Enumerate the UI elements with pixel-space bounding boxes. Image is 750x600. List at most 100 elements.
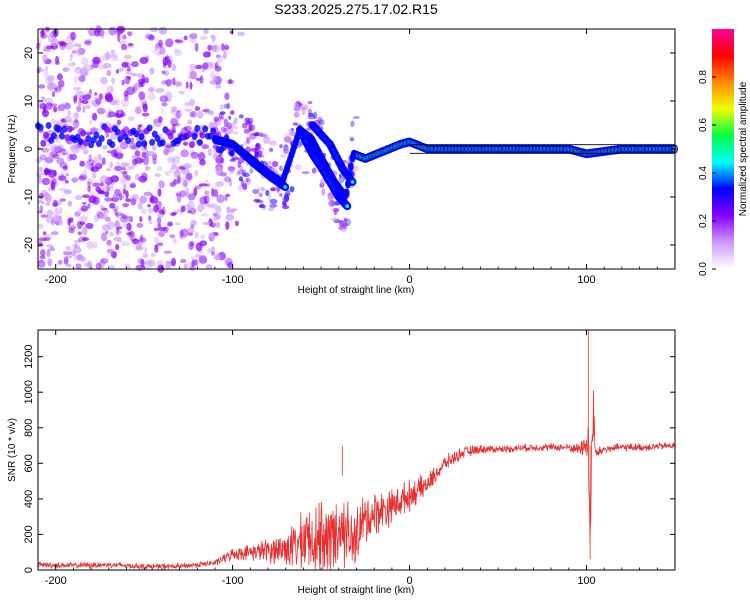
noise-blob — [147, 204, 151, 208]
noise-blob — [159, 209, 165, 215]
noise-blob — [161, 108, 165, 114]
noise-blob — [127, 115, 135, 122]
noise-blob — [40, 96, 45, 100]
spectrogram-y-ticks: -20 -10 0 10 20 — [23, 47, 675, 253]
noise-blob — [125, 190, 129, 199]
noise-blob — [156, 216, 162, 225]
noise-blob — [288, 128, 295, 133]
noise-blob — [84, 131, 94, 136]
noise-blob — [170, 129, 176, 134]
noise-blob — [123, 54, 132, 60]
spectrogram-y-label: Frequency (Hz) — [7, 115, 18, 184]
noise-blob — [223, 176, 231, 183]
signal-blob — [154, 135, 161, 142]
noise-blob — [57, 200, 63, 206]
noise-blob — [39, 30, 46, 36]
noise-blob — [229, 110, 235, 115]
noise-blob — [64, 179, 69, 184]
signal-blob — [186, 130, 193, 138]
noise-blob — [194, 169, 199, 177]
noise-blob — [198, 152, 206, 161]
noise-blob — [73, 254, 77, 262]
noise-blob — [189, 33, 198, 40]
noise-blob — [75, 263, 82, 270]
noise-blob — [344, 218, 351, 227]
noise-blob — [184, 187, 190, 193]
noise-blob — [71, 50, 78, 54]
noise-blob — [259, 133, 267, 138]
noise-blob — [86, 241, 94, 250]
noise-blob — [125, 175, 131, 181]
noise-blob — [174, 222, 181, 226]
noise-blob — [189, 63, 197, 70]
noise-blob — [102, 183, 111, 192]
noise-blob — [139, 234, 144, 243]
noise-blob — [80, 57, 89, 66]
noise-blob — [223, 103, 229, 109]
noise-blob — [183, 141, 189, 146]
noise-blob — [194, 254, 202, 258]
noise-blob — [85, 222, 94, 230]
noise-blob — [139, 216, 143, 223]
noise-blob — [142, 103, 148, 113]
noise-blob — [73, 95, 78, 104]
noise-blob — [127, 43, 134, 46]
noise-blob — [38, 192, 44, 200]
noise-blob — [82, 226, 88, 236]
noise-blob — [269, 198, 278, 205]
noise-blob — [101, 29, 105, 39]
noise-blob — [140, 208, 147, 215]
noise-blob — [99, 56, 104, 65]
noise-blob — [54, 85, 62, 93]
noise-blob — [87, 164, 92, 170]
noise-blob — [207, 110, 215, 115]
noise-blob — [111, 77, 116, 84]
noise-blob — [183, 263, 188, 269]
noise-blob — [120, 215, 128, 223]
ridge-mid — [344, 189, 349, 196]
noise-blob — [86, 28, 92, 33]
noise-blob — [53, 170, 57, 176]
x-tick-label: 0 — [407, 274, 413, 286]
noise-blob — [213, 215, 220, 221]
noise-blob — [155, 88, 165, 93]
noise-blob — [78, 75, 86, 83]
noise-blob — [171, 164, 178, 170]
noise-blob — [202, 51, 211, 58]
noise-blob — [269, 147, 274, 152]
noise-blob — [110, 54, 118, 59]
noise-blob — [349, 135, 355, 142]
noise-blob — [70, 31, 76, 41]
snr-x-label: Height of straight line (km) — [298, 585, 415, 596]
noise-blob — [202, 62, 209, 70]
noise-blob — [54, 61, 61, 66]
ridge-mid — [348, 164, 353, 170]
noise-blob — [143, 191, 152, 196]
noise-blob — [125, 198, 132, 203]
noise-blob — [88, 27, 97, 37]
noise-blob — [223, 44, 230, 51]
noise-blob — [211, 44, 220, 54]
noise-blob — [211, 203, 217, 209]
noise-blob — [187, 226, 195, 234]
noise-blob — [87, 185, 91, 192]
noise-blob — [138, 237, 147, 243]
noise-blob — [121, 162, 130, 167]
noise-blob — [109, 202, 116, 209]
noise-blob — [89, 120, 93, 124]
noise-blob — [220, 43, 225, 51]
noise-blob — [270, 187, 276, 192]
noise-blob — [180, 149, 189, 158]
colorbar-tick-label: 0.0 — [698, 262, 709, 276]
noise-blob — [137, 202, 143, 210]
noise-blob — [220, 126, 226, 133]
noise-blob — [229, 169, 235, 175]
noise-blob — [84, 40, 92, 46]
x-tick-label: -100 — [222, 575, 244, 587]
noise-blob — [245, 120, 252, 126]
signal-blob — [159, 139, 166, 147]
noise-blob — [217, 116, 225, 121]
noise-blob — [147, 213, 152, 223]
noise-blob — [140, 259, 145, 268]
noise-blob — [313, 111, 318, 120]
